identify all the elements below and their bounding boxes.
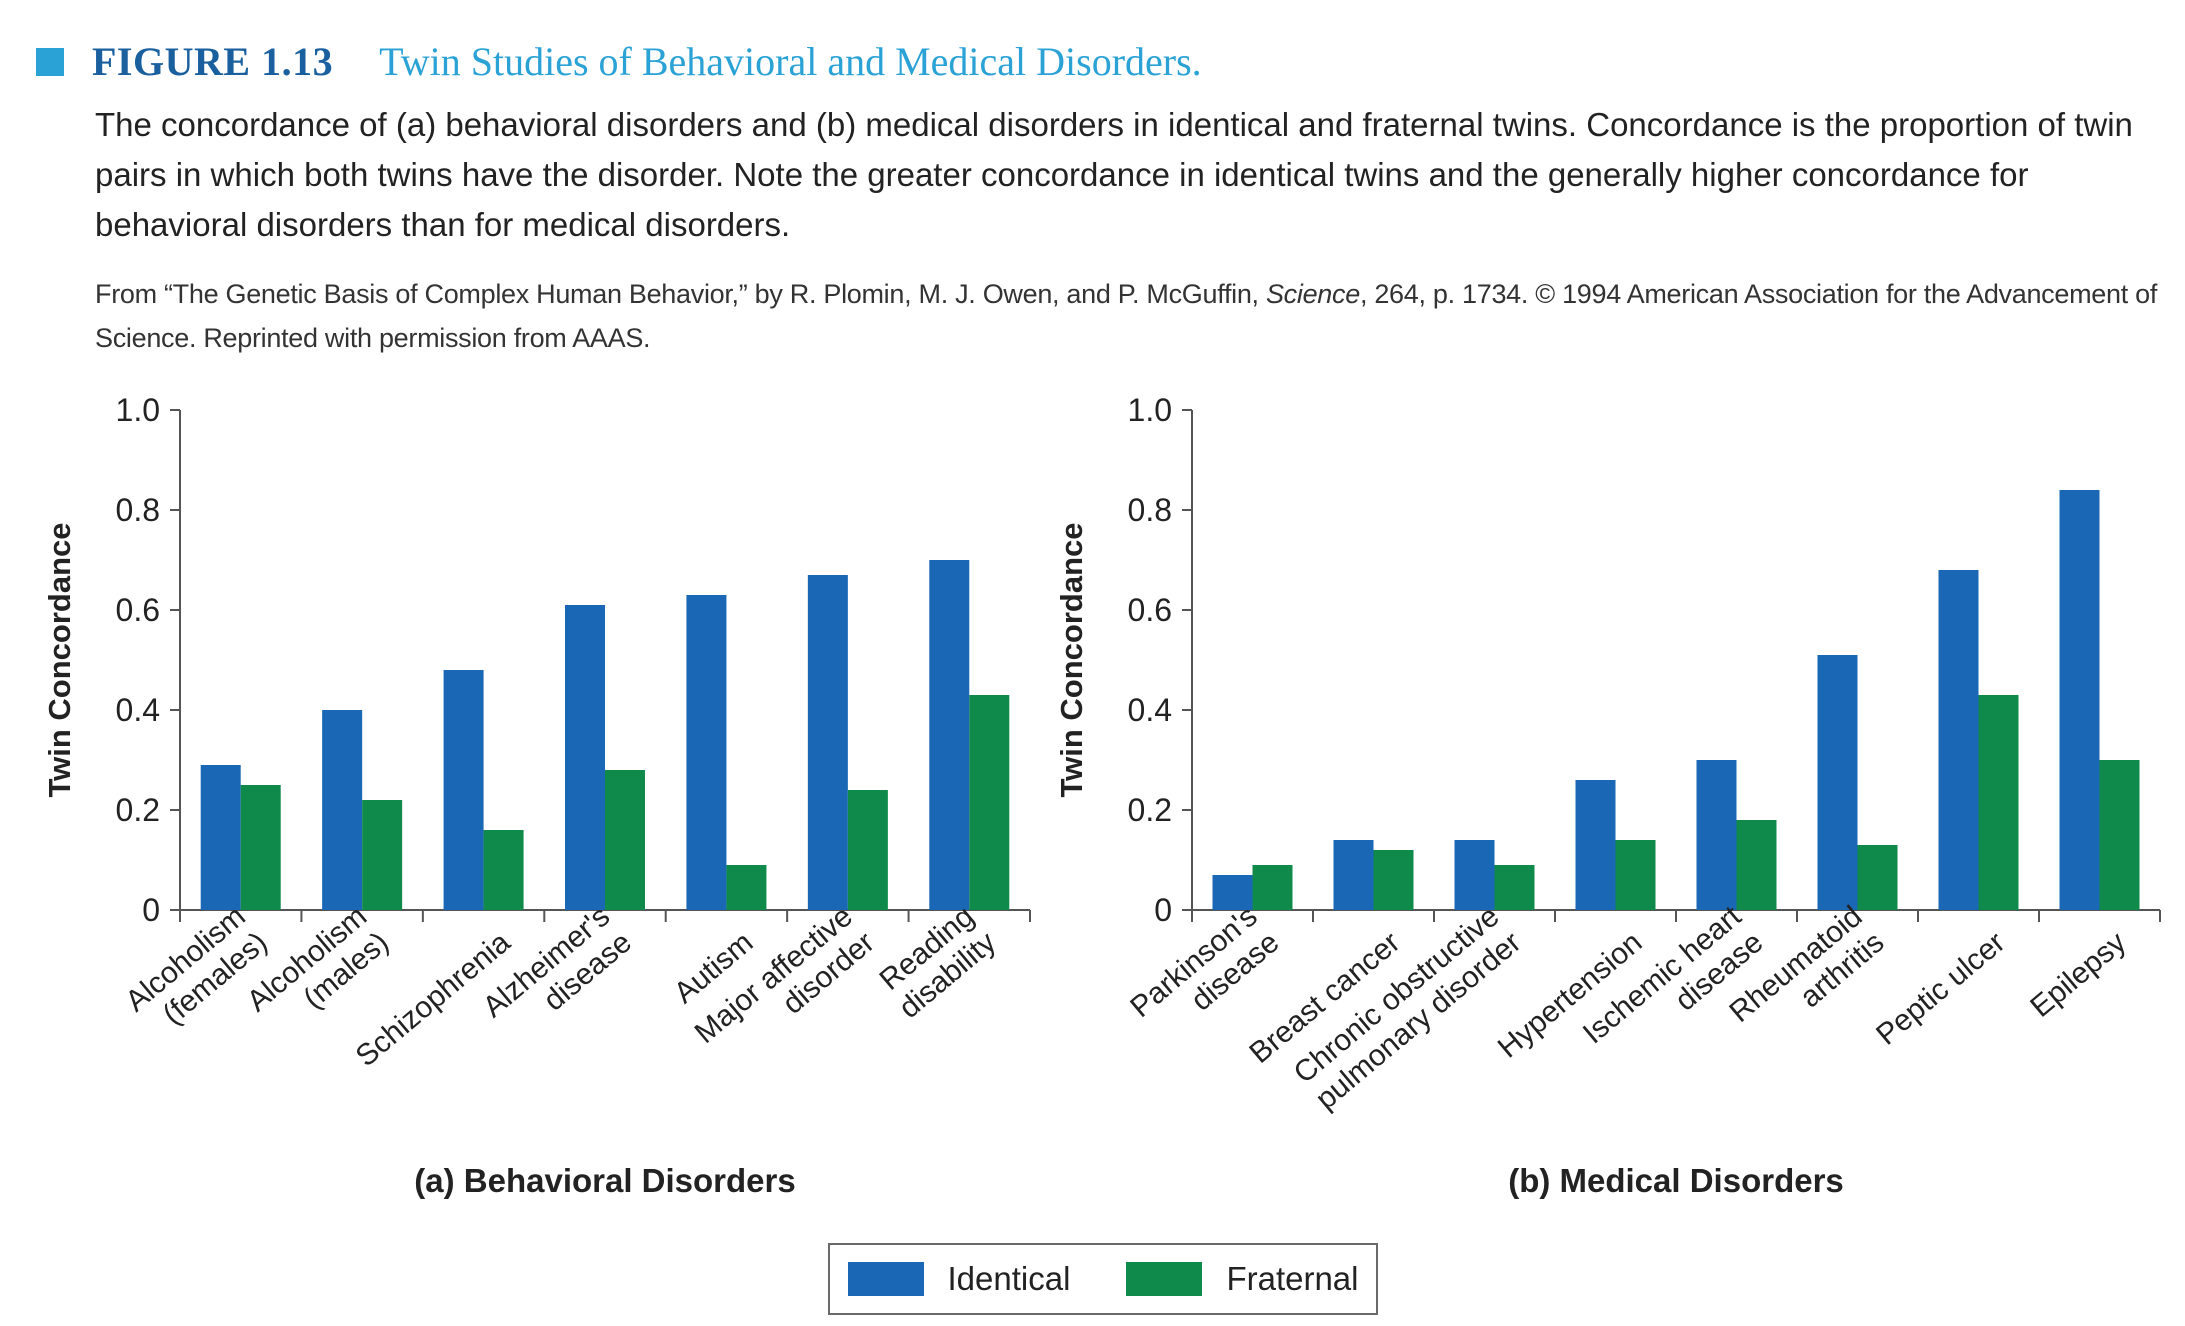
bar-identical (807, 575, 848, 910)
bar-fraternal (240, 785, 281, 910)
bar-identical (443, 670, 484, 910)
bar-fraternal (1252, 865, 1293, 910)
bar-identical (2059, 490, 2100, 910)
chart-title: (a) Behavioral Disorders (414, 1162, 795, 1199)
y-tick-label: 0.4 (116, 692, 160, 728)
bar-identical (1454, 840, 1495, 910)
bar-identical (1938, 570, 1979, 910)
figure-source: From “The Genetic Basis of Complex Human… (95, 272, 2175, 360)
chart-legend: Identical Fraternal (828, 1243, 1378, 1315)
bar-identical (200, 765, 241, 910)
y-tick-label: 0.2 (116, 792, 160, 828)
bar-identical (1212, 875, 1253, 910)
y-tick-label: 0.8 (116, 492, 160, 528)
bar-identical (1333, 840, 1374, 910)
bar-identical (565, 605, 605, 910)
legend-label-identical: Identical (947, 1260, 1071, 1297)
bar-identical (322, 710, 363, 910)
figure-label: FIGURE 1.13 (92, 39, 334, 84)
bar-fraternal (969, 695, 1010, 910)
bar-fraternal (1373, 850, 1414, 910)
figure-marker-icon (36, 47, 64, 76)
bar-fraternal (2099, 760, 2140, 910)
bar-fraternal (1494, 865, 1535, 910)
bar-identical (1696, 760, 1737, 910)
x-category-label-line: Epilepsy (2024, 926, 2132, 1024)
y-tick-label: 0.8 (1128, 492, 1172, 528)
legend-item-fraternal: Fraternal (1126, 1260, 1359, 1298)
x-category-label: Peptic ulcer (1870, 926, 2011, 1052)
legend-swatch-fraternal (1126, 1262, 1203, 1296)
legend-label-fraternal: Fraternal (1226, 1260, 1359, 1297)
bar-identical (929, 560, 970, 910)
y-axis-label: Twin Concordance (42, 522, 77, 797)
x-category-label: Alcoholism(males) (241, 900, 395, 1019)
bar-identical (1575, 780, 1616, 910)
legend-item-identical: Identical (847, 1260, 1071, 1298)
bar-fraternal (605, 770, 645, 910)
bar-fraternal (726, 865, 767, 910)
bar-fraternal (362, 800, 403, 910)
twin-concordance-charts: 0 0.2 0.4 0.6 0.8 1.0 Twin Concordance Alcoholi… (42, 392, 2161, 1199)
y-tick-label: 0 (142, 892, 160, 928)
legend-swatch-identical (847, 1262, 924, 1296)
y-tick-label: 0.6 (1128, 592, 1172, 628)
source-journal: Science (1265, 279, 1360, 309)
figure-title: Twin Studies of Behavioral and Medical D… (379, 39, 1202, 84)
bar-fraternal (1736, 820, 1777, 910)
figure-caption: The concordance of (a) behavioral disord… (95, 106, 2133, 243)
chart-title: (b) Medical Disorders (1508, 1162, 1844, 1199)
y-tick-label: 0.4 (1128, 692, 1172, 728)
bar-fraternal (483, 830, 524, 910)
bar-fraternal (1978, 695, 2019, 910)
bar-identical (686, 595, 727, 910)
x-category-label: Epilepsy (2024, 926, 2132, 1024)
y-tick-label: 1.0 (1128, 392, 1172, 428)
source-text-post: , 264, p. 1734. © 1994 American Associat… (95, 279, 2158, 353)
bar-fraternal (1615, 840, 1656, 910)
bar-fraternal (847, 790, 888, 910)
y-tick-label: 1.0 (116, 392, 160, 428)
x-category-label-line: Peptic ulcer (1870, 926, 2011, 1052)
source-text-pre: From “The Genetic Basis of Complex Human… (95, 279, 1266, 309)
y-tick-label: 0 (1154, 892, 1172, 928)
figure-header: FIGURE 1.13 Twin Studies of Behavioral a… (36, 38, 1202, 85)
y-tick-label: 0.2 (1128, 792, 1172, 828)
bar-fraternal (1857, 845, 1898, 910)
y-axis-label: Twin Concordance (1054, 522, 1089, 797)
y-tick-label: 0.6 (116, 592, 160, 628)
bar-identical (1817, 655, 1858, 910)
